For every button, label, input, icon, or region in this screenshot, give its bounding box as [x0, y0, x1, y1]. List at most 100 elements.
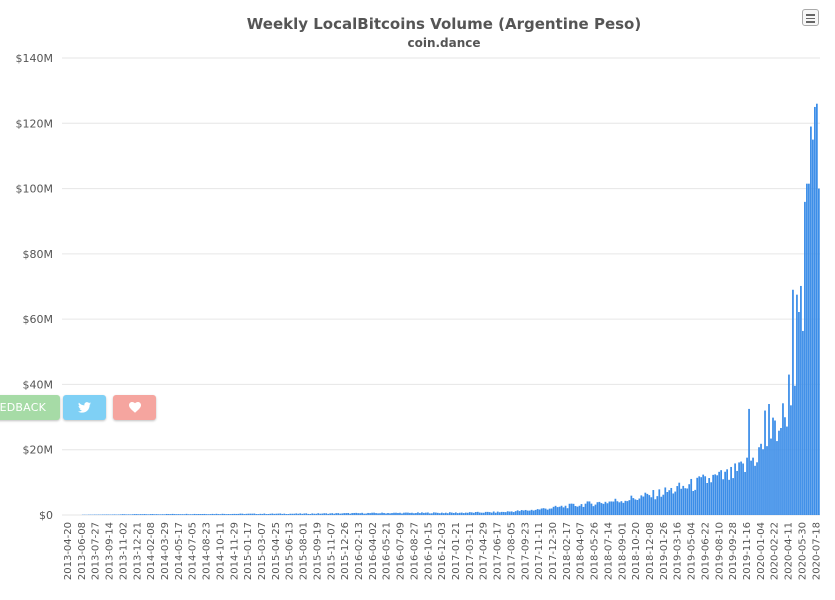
x-tick-label: 2019-05-04	[687, 522, 698, 580]
x-tick-label: 2016-05-21	[382, 522, 393, 580]
x-tick-label: 2016-08-27	[409, 522, 420, 580]
bar	[297, 513, 300, 515]
bar	[690, 478, 693, 515]
bar	[221, 513, 224, 515]
bar	[464, 512, 467, 515]
bar	[694, 489, 697, 515]
bar	[341, 513, 343, 515]
bar	[111, 514, 114, 515]
bar	[135, 514, 138, 515]
x-tick-label: 2020-05-30	[797, 522, 808, 580]
bar	[377, 513, 379, 515]
bar	[113, 514, 116, 515]
bar	[425, 512, 427, 515]
x-tick-label: 2020-01-04	[756, 522, 767, 580]
x-tick-label: 2014-07-05	[188, 522, 199, 580]
bar	[369, 513, 371, 515]
bar	[201, 514, 204, 515]
bar	[604, 501, 607, 515]
x-tick-label: 2017-08-05	[506, 522, 517, 580]
x-tick-label: 2018-07-14	[603, 522, 614, 580]
x-tick-label: 2017-03-11	[465, 522, 476, 580]
bar	[193, 513, 196, 515]
bar	[141, 514, 144, 515]
bar	[612, 501, 615, 515]
bar	[480, 512, 483, 515]
bar	[375, 513, 377, 515]
y-tick-label: $20M	[23, 444, 54, 457]
bar	[223, 513, 226, 515]
bar	[538, 509, 541, 515]
bar	[217, 514, 220, 515]
bar	[732, 478, 734, 515]
bar	[720, 470, 722, 515]
bar	[251, 513, 254, 515]
bar	[381, 512, 383, 515]
bar	[614, 498, 617, 515]
bar	[798, 312, 800, 515]
bar	[211, 513, 214, 515]
bar	[750, 460, 752, 515]
bar	[397, 512, 399, 515]
bar	[309, 513, 312, 515]
bar	[117, 514, 120, 515]
bar	[600, 503, 603, 515]
bar	[371, 512, 373, 515]
y-tick-label: $100M	[16, 183, 54, 196]
twitter-share-button[interactable]	[63, 395, 106, 420]
x-tick-label: 2018-04-07	[576, 522, 587, 580]
favorite-button[interactable]	[113, 395, 156, 420]
bar	[409, 512, 411, 515]
bar	[121, 514, 124, 515]
bar	[399, 512, 401, 515]
bar	[149, 514, 152, 515]
bar	[646, 493, 649, 515]
bar	[353, 512, 355, 515]
heart-icon	[128, 402, 141, 413]
x-tick-label: 2013-12-21	[132, 522, 143, 580]
x-tick-label: 2019-01-26	[659, 522, 670, 580]
bar	[730, 466, 732, 515]
bar	[237, 513, 240, 515]
x-tick-label: 2013-11-02	[118, 522, 129, 580]
bar	[265, 514, 268, 515]
bar	[722, 479, 724, 515]
bar	[261, 513, 264, 515]
bar	[462, 513, 465, 515]
bar	[283, 513, 286, 515]
bar	[682, 485, 685, 515]
bar	[534, 509, 537, 515]
bar	[684, 488, 687, 515]
bar	[560, 505, 563, 515]
bar	[630, 495, 633, 515]
bar	[804, 201, 806, 515]
bar	[626, 501, 629, 515]
bar	[724, 471, 726, 515]
bar	[321, 513, 324, 515]
feedback-button[interactable]: FEEDBACK	[0, 395, 60, 420]
bar	[738, 462, 740, 515]
bar	[163, 514, 166, 515]
bar	[105, 514, 108, 515]
bar	[307, 513, 310, 515]
bar	[672, 493, 675, 515]
bar	[702, 474, 705, 515]
bar	[700, 477, 703, 515]
bar	[500, 511, 503, 515]
x-tick-label: 2013-04-20	[63, 522, 74, 580]
y-tick-label: $140M	[16, 52, 54, 65]
bar	[530, 509, 533, 515]
bar	[554, 505, 557, 515]
bar	[572, 503, 575, 515]
bar	[171, 513, 174, 515]
bar	[423, 512, 425, 515]
hamburger-menu-icon[interactable]	[802, 9, 819, 26]
x-tick-label: 2019-06-22	[700, 522, 711, 580]
bar	[644, 492, 647, 515]
bar	[293, 513, 296, 515]
y-axis-ticks: $0 $20M $40M $60M $80M $100M $120M $140M	[16, 52, 54, 522]
bar	[812, 139, 814, 516]
x-tick-label: 2014-08-23	[202, 522, 213, 580]
bar	[185, 513, 188, 515]
bar	[610, 501, 613, 515]
